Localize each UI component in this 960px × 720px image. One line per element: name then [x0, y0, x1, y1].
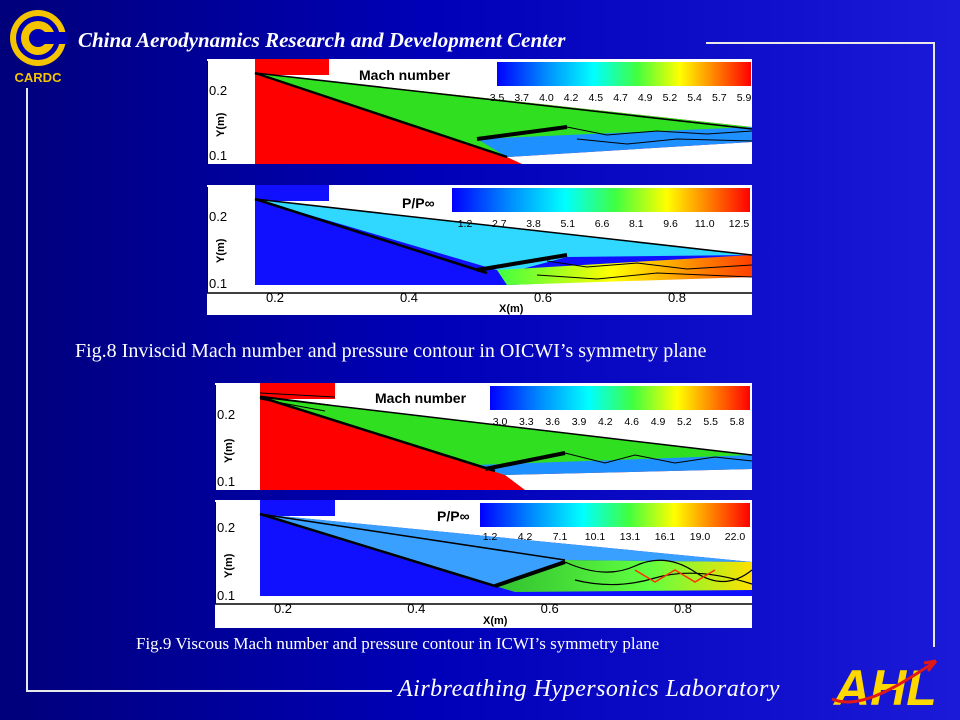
fig8-mach-legend-level-4: 4.5 — [588, 92, 603, 104]
ahl-logo: AHL — [830, 655, 942, 716]
fig9-mach-legend-level-7: 5.2 — [677, 416, 692, 428]
fig9-mach-legend-level-1: 3.3 — [519, 416, 534, 428]
fig8-mach-panel: 0.2 0.1 Y(m) Mach number 3.5 3.7 4.0 4.2 4.5… — [207, 59, 752, 164]
frame-left-line — [26, 88, 28, 692]
fig9-caption: Fig.9 Viscous Mach number and pressure c… — [136, 634, 660, 653]
fig9-mach-ylabel: Y(m) — [223, 438, 235, 463]
fig8-pressure-legend-level-7: 11.0 — [695, 218, 715, 230]
fig8-mach-legend-level-0: 3.5 — [490, 92, 505, 104]
fig8-pressure-legend-level-8: 12.5 — [729, 218, 750, 230]
fig9-mach-panel: 0.2 0.1 Y(m) Mach number 3.0 3.3 3.6 3.9 4.2… — [215, 383, 752, 490]
fig8-mach-legend-level-10: 5.9 — [737, 92, 752, 104]
fig9-mach-legend-level-4: 4.2 — [598, 416, 613, 428]
fig8-mach-ytick-0.2: 0.2 — [209, 83, 227, 98]
fig8-mach-legend-level-1: 3.7 — [514, 92, 529, 104]
fig9-mach-legend-title: Mach number — [375, 390, 467, 406]
fig9-pressure-legend-title: P/P∞ — [437, 508, 470, 524]
frame-top-line — [706, 42, 935, 44]
fig8-mach-legend-title: Mach number — [359, 67, 451, 83]
fig8-mach-ytick-0.1: 0.1 — [209, 148, 227, 163]
fig9-pressure-legend-level-0: 1.2 — [483, 531, 498, 543]
fig8-pressure-panel: 0.2 0.1 Y(m) P/P∞ 1.2 2.7 3.8 5.1 6.6 8.1 9.6 1… — [207, 185, 752, 315]
fig9-pressure-legend-level-1: 4.2 — [518, 531, 533, 543]
fig9-pressure-legend-level-2: 7.1 — [553, 531, 568, 543]
fig9-mach-legend-level-9: 5.8 — [730, 416, 745, 428]
fig9-pressure-ylabel: Y(m) — [223, 553, 235, 578]
fig9-xtick-3: 0.8 — [674, 601, 692, 616]
header-title: China Aerodynamics Research and Developm… — [78, 28, 566, 52]
fig9-pressure-panel: 0.2 0.1 Y(m) P/P∞ 1.2 4.2 7.1 10.1 13.1 16.1 1… — [215, 500, 752, 628]
fig9-mach-legend-level-5: 4.6 — [624, 416, 639, 428]
fig8-pressure-legend-level-3: 5.1 — [560, 218, 575, 230]
ahl-logo-text: AHL — [832, 660, 937, 715]
fig9-pressure-legend-level-3: 10.1 — [585, 531, 606, 543]
cardc-logo: CARDC — [6, 6, 70, 90]
fig8-pressure-legend-title: P/P∞ — [402, 195, 435, 211]
fig8-pressure-legend-level-0: 1.2 — [458, 218, 473, 230]
fig9-mach-legend-level-6: 4.9 — [651, 416, 666, 428]
fig9-mach-legend-level-3: 3.9 — [572, 416, 587, 428]
fig9-xtick-1: 0.4 — [407, 601, 425, 616]
fig9-xtick-0: 0.2 — [274, 601, 292, 616]
fig8-mach-legend-level-2: 4.0 — [539, 92, 554, 104]
fig8-mach-ylabel: Y(m) — [215, 112, 227, 137]
cardc-logo-text: CARDC — [14, 70, 62, 85]
fig8-pressure-ytick-0.2: 0.2 — [209, 209, 227, 224]
fig9-pressure-legend-level-4: 13.1 — [620, 531, 641, 543]
fig8-pressure-legend-level-5: 8.1 — [629, 218, 644, 230]
fig8-xtick-3: 0.8 — [668, 290, 686, 305]
fig8-mach-legend-level-5: 4.7 — [613, 92, 628, 104]
fig8-pressure-legend-level-4: 6.6 — [595, 218, 610, 230]
fig8-mach-legend-level-9: 5.7 — [712, 92, 727, 104]
fig8-pressure-legend-level-1: 2.7 — [492, 218, 507, 230]
fig8-xtick-1: 0.4 — [400, 290, 418, 305]
fig9-xlabel: X(m) — [483, 615, 508, 627]
fig9-mach-ytick-0.1: 0.1 — [217, 474, 235, 489]
fig8-pressure-ytick-0.1: 0.1 — [209, 276, 227, 291]
fig9-pressure-ytick-0.2: 0.2 — [217, 520, 235, 535]
fig8-pressure-legend-level-2: 3.8 — [526, 218, 541, 230]
fig8-xtick-2: 0.6 — [534, 290, 552, 305]
fig9-mach-ytick-0.2: 0.2 — [217, 407, 235, 422]
frame-bottom-line — [26, 690, 392, 692]
fig8-pressure-legend-level-6: 9.6 — [663, 218, 678, 230]
fig8-mach-legend-level-6: 4.9 — [638, 92, 653, 104]
fig8-mach-legend-level-8: 5.4 — [687, 92, 702, 104]
fig9-mach-legend-level-0: 3.0 — [493, 416, 508, 428]
fig9-pressure-legend-level-5: 16.1 — [655, 531, 676, 543]
fig8-caption: Fig.8 Inviscid Mach number and pressure … — [75, 340, 707, 362]
fig9-pressure-ytick-0.1: 0.1 — [217, 588, 235, 603]
fig8-pressure-ylabel: Y(m) — [215, 238, 227, 263]
fig9-pressure-legend-level-6: 19.0 — [690, 531, 711, 543]
fig8-xtick-0: 0.2 — [266, 290, 284, 305]
frame-right-line — [933, 42, 935, 647]
fig8-xlabel: X(m) — [499, 303, 524, 315]
fig8-mach-legend-level-3: 4.2 — [564, 92, 579, 104]
fig9-mach-legend-level-2: 3.6 — [545, 416, 560, 428]
fig9-mach-legend-level-8: 5.5 — [703, 416, 718, 428]
footer-lab-name: Airbreathing Hypersonics Laboratory — [398, 676, 780, 702]
fig9-xtick-2: 0.6 — [541, 601, 559, 616]
fig9-pressure-legend-level-7: 22.0 — [725, 531, 746, 543]
fig8-mach-legend-level-7: 5.2 — [663, 92, 678, 104]
